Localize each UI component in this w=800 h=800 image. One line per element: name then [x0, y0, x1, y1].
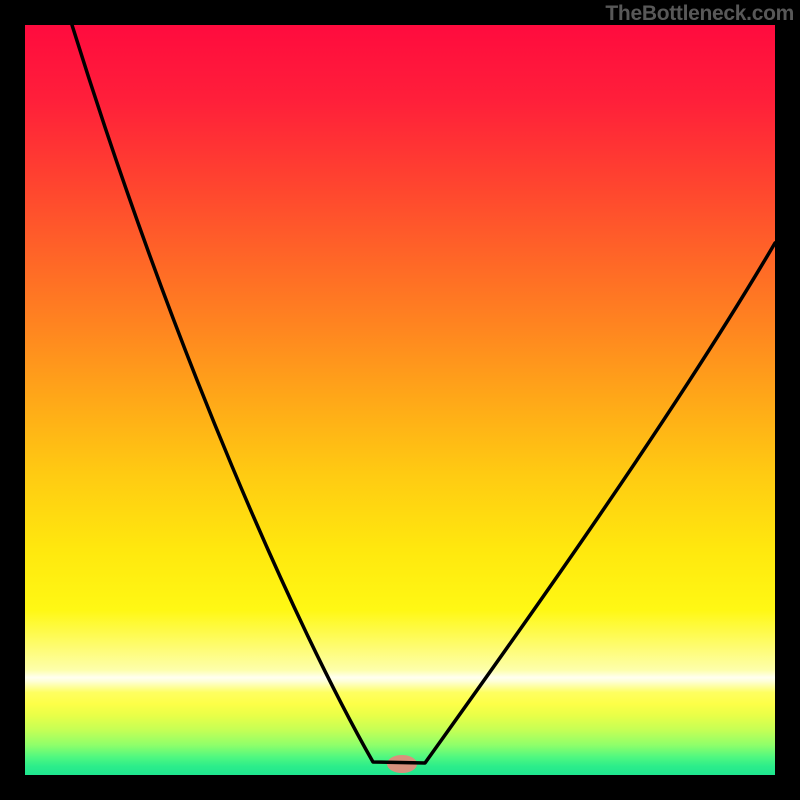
- bottleneck-chart: [0, 0, 800, 800]
- plot-background: [25, 25, 775, 775]
- chart-container: TheBottleneck.com: [0, 0, 800, 800]
- attribution-label: TheBottleneck.com: [605, 2, 794, 26]
